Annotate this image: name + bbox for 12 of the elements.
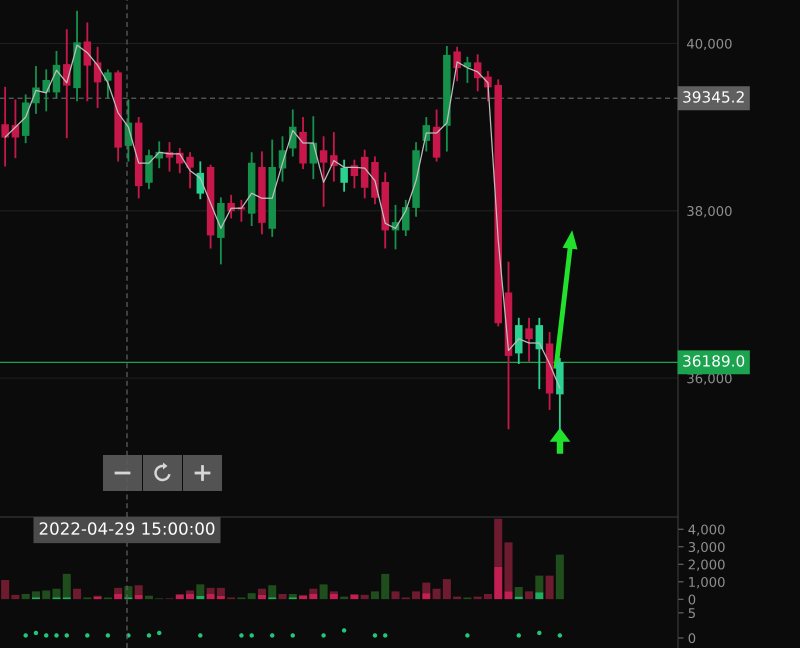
y-tick-label: 2,000 [688, 560, 725, 571]
y-tick-label: 38,000 [687, 206, 732, 218]
y-tick-label: 4,000 [688, 524, 725, 536]
y-tick-label: 3,000 [688, 542, 725, 554]
y-tick-label: 40,000 [686, 38, 732, 50]
ref-line-label: 39345.2 [683, 91, 744, 103]
y-tick-label: 0 [688, 594, 696, 604]
ref-line-label: 36189.0 [683, 355, 744, 367]
y-tick-label: 1,000 [689, 577, 725, 588]
y-tick-label: 5 [688, 608, 695, 618]
y-tick-label: 0 [688, 633, 696, 644]
annotation: 2022-04-29 15:00:00 [40, 522, 214, 535]
